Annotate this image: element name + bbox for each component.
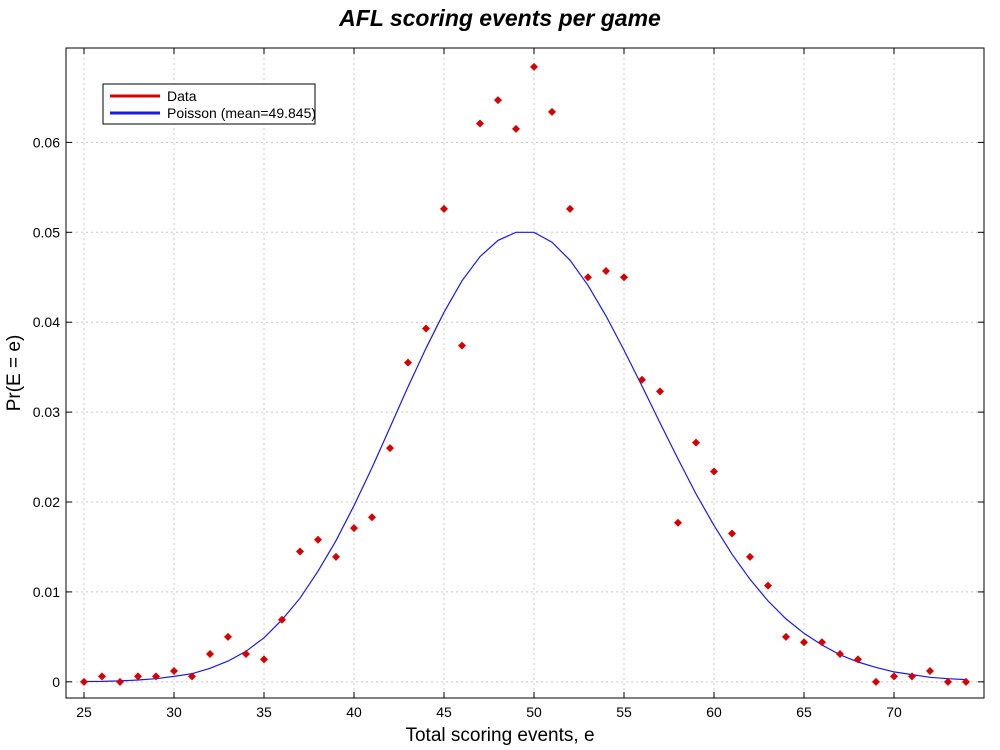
data-point xyxy=(944,677,952,686)
data-point xyxy=(692,438,700,447)
data-point xyxy=(152,672,160,681)
y-tick-label: 0.05 xyxy=(33,224,60,240)
x-tick-label: 30 xyxy=(166,704,182,720)
data-point xyxy=(242,649,250,658)
data-point xyxy=(836,649,844,658)
data-point xyxy=(962,677,970,686)
data-point xyxy=(548,107,556,116)
data-point xyxy=(368,513,376,522)
data-point xyxy=(458,341,466,350)
grid-lines xyxy=(66,48,984,698)
data-point xyxy=(530,62,538,71)
data-series xyxy=(80,62,970,686)
data-point xyxy=(134,672,142,681)
y-tick-label: 0.01 xyxy=(33,584,60,600)
data-point xyxy=(314,535,322,544)
data-point xyxy=(80,677,88,686)
y-tick-label: 0.03 xyxy=(33,404,60,420)
x-axis-title: Total scoring events, e xyxy=(405,725,594,746)
data-point xyxy=(116,677,124,686)
legend-box xyxy=(102,83,316,125)
data-point xyxy=(782,632,790,641)
data-point xyxy=(260,655,268,664)
data-point xyxy=(404,358,412,367)
x-tick-label: 40 xyxy=(346,704,362,720)
legend-label-data: Data xyxy=(167,88,197,104)
data-point xyxy=(854,655,862,664)
legend: Data Poisson (mean=49.845) xyxy=(102,83,316,125)
data-point xyxy=(908,672,916,681)
y-tick-label: 0.06 xyxy=(33,134,60,150)
data-point xyxy=(98,672,106,681)
data-point xyxy=(764,581,772,590)
data-point xyxy=(278,615,286,624)
x-tick-label: 55 xyxy=(616,704,632,720)
data-point xyxy=(206,649,214,658)
data-point xyxy=(440,204,448,213)
x-tick-label: 35 xyxy=(256,704,272,720)
y-axis-title: Pr(E = e) xyxy=(4,335,25,412)
data-point xyxy=(818,638,826,647)
data-point xyxy=(800,638,808,647)
x-tick-label: 65 xyxy=(796,704,812,720)
x-tick-label: 50 xyxy=(526,704,542,720)
data-point xyxy=(638,375,646,384)
data-point xyxy=(566,204,574,213)
x-tick-label: 60 xyxy=(706,704,722,720)
x-tick-label: 25 xyxy=(76,704,92,720)
data-point xyxy=(332,552,340,561)
x-tick-label: 70 xyxy=(886,704,902,720)
data-point xyxy=(170,667,178,676)
data-point xyxy=(890,672,898,681)
data-point xyxy=(494,96,502,105)
data-point xyxy=(656,387,664,396)
data-point xyxy=(350,524,358,533)
legend-label-poisson: Poisson (mean=49.845) xyxy=(167,105,316,121)
chart-title: AFL scoring events per game xyxy=(338,5,661,31)
data-point xyxy=(746,552,754,561)
data-point xyxy=(674,518,682,527)
data-point xyxy=(728,529,736,538)
data-point xyxy=(620,273,628,282)
data-point xyxy=(386,444,394,453)
y-tick-label: 0 xyxy=(52,674,60,690)
x-tick-label: 45 xyxy=(436,704,452,720)
data-point xyxy=(584,273,592,282)
data-point xyxy=(926,667,934,676)
data-point xyxy=(476,119,484,128)
data-point xyxy=(512,124,520,133)
y-tick-label: 0.02 xyxy=(33,494,60,510)
data-point xyxy=(422,324,430,333)
data-point xyxy=(710,467,718,476)
data-point xyxy=(296,547,304,556)
axis-ticks: 25 30 35 40 45 50 55 60 65 70 0 0.01 0.02 0.03 0.04 0.0… xyxy=(33,48,984,720)
data-point xyxy=(602,266,610,275)
data-point xyxy=(224,632,232,641)
data-point xyxy=(188,672,196,681)
data-point xyxy=(872,677,880,686)
plot-frame xyxy=(65,47,985,699)
y-tick-label: 0.04 xyxy=(33,314,60,330)
